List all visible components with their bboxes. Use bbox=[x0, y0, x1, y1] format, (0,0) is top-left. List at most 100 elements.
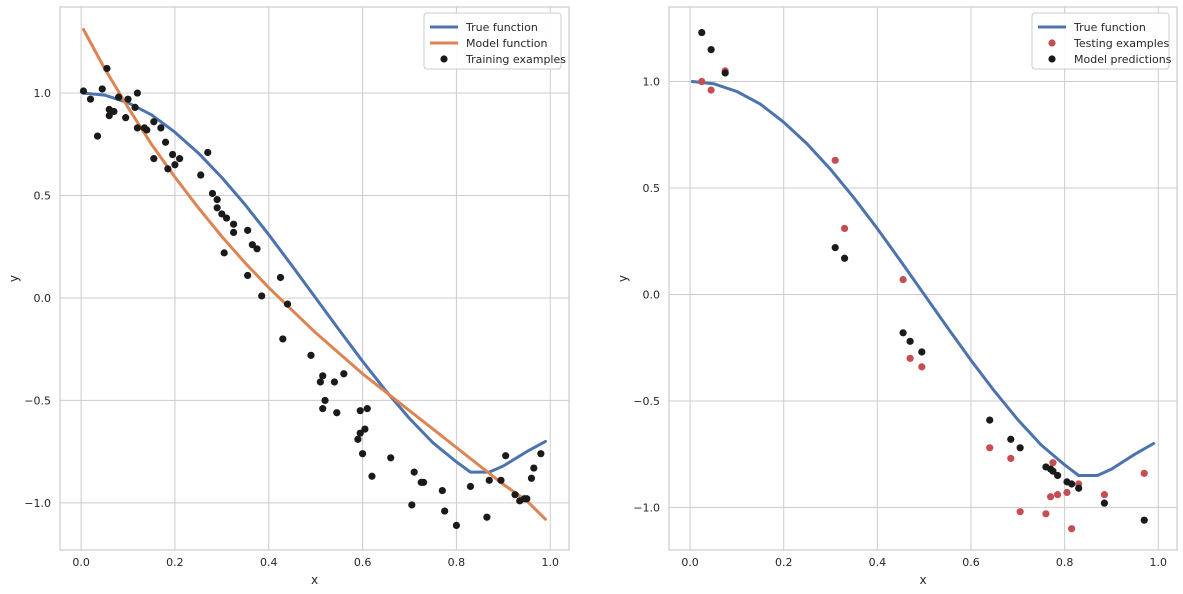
y-tick-label: 1.0 bbox=[643, 76, 661, 89]
x-tick-label: 0.6 bbox=[962, 556, 980, 569]
data-point bbox=[1042, 510, 1050, 518]
x-tick-label: 1.0 bbox=[541, 556, 559, 569]
plot-area bbox=[669, 7, 1177, 550]
data-point bbox=[131, 103, 139, 112]
data-point bbox=[918, 348, 926, 356]
data-point bbox=[530, 464, 538, 472]
x-tick-label: 0.4 bbox=[869, 556, 887, 569]
series-line-model-function bbox=[82, 28, 547, 521]
data-point bbox=[319, 372, 327, 380]
data-point bbox=[918, 363, 926, 371]
data-point bbox=[1100, 499, 1109, 507]
legend-box bbox=[1031, 12, 1170, 70]
data-point bbox=[831, 244, 839, 252]
data-point bbox=[161, 138, 170, 146]
data-point bbox=[124, 95, 132, 103]
data-point bbox=[899, 329, 907, 337]
data-point bbox=[1068, 480, 1076, 488]
x-tick-label: 0.0 bbox=[681, 556, 699, 569]
series-line-true-function bbox=[82, 91, 547, 474]
plot-area bbox=[60, 7, 569, 550]
data-point bbox=[204, 148, 212, 157]
legend-entry: True function bbox=[1073, 21, 1146, 34]
data-point bbox=[1016, 508, 1024, 516]
data-point bbox=[1007, 435, 1015, 443]
data-point bbox=[168, 150, 177, 159]
y-tick-label: 1.0 bbox=[34, 87, 52, 100]
legend-entry: Model function bbox=[466, 37, 547, 50]
data-point bbox=[157, 124, 165, 132]
data-point bbox=[1075, 484, 1083, 492]
data-point bbox=[721, 69, 729, 77]
data-point bbox=[276, 273, 285, 282]
y-tick-label: 0.5 bbox=[34, 190, 52, 203]
data-point bbox=[537, 450, 545, 458]
data-point bbox=[122, 114, 130, 122]
data-point bbox=[1016, 444, 1024, 452]
data-point bbox=[213, 204, 221, 212]
data-point bbox=[358, 450, 367, 458]
y-axis-label: y bbox=[7, 275, 21, 282]
data-point bbox=[150, 118, 158, 126]
legend-entry: Training examples bbox=[465, 53, 566, 66]
data-point bbox=[220, 249, 228, 257]
data-point bbox=[115, 93, 123, 101]
data-point bbox=[1049, 459, 1057, 467]
data-point bbox=[213, 196, 221, 204]
data-point bbox=[527, 474, 536, 482]
data-point bbox=[906, 354, 914, 362]
data-point bbox=[171, 161, 179, 169]
data-point bbox=[1007, 454, 1015, 463]
legend-entry: True function bbox=[465, 21, 538, 34]
legend: True function Model function Training exam… bbox=[423, 12, 566, 70]
data-point bbox=[356, 429, 364, 437]
data-point bbox=[387, 454, 395, 462]
data-point bbox=[840, 224, 849, 233]
x-tick-label: 0.4 bbox=[260, 556, 278, 569]
data-point bbox=[143, 126, 151, 134]
data-point bbox=[307, 351, 315, 359]
data-point bbox=[105, 112, 113, 120]
data-point bbox=[103, 64, 111, 73]
data-point bbox=[222, 214, 231, 222]
data-point bbox=[1049, 467, 1057, 475]
x-axis-label: x bbox=[311, 573, 318, 587]
data-point bbox=[164, 165, 172, 173]
data-point bbox=[340, 370, 348, 378]
data-point bbox=[79, 87, 88, 95]
y-axis-label: y bbox=[616, 275, 630, 282]
data-point bbox=[244, 271, 252, 280]
x-tick-label: 0.8 bbox=[1056, 556, 1074, 569]
right-chart: 0.0 0.2 0.4 0.6 0.8 1.0 −1.0 −0.5 0.0 0.5 1.0 x y Tru… bbox=[616, 6, 1178, 587]
legend: True function Testing examples Model predi… bbox=[1031, 12, 1172, 70]
data-point bbox=[363, 405, 371, 413]
plot-frame bbox=[59, 6, 570, 551]
data-point bbox=[1046, 493, 1055, 501]
data-point bbox=[840, 254, 849, 262]
data-point bbox=[466, 482, 475, 491]
y-tick-label: −0.5 bbox=[24, 394, 51, 407]
data-point bbox=[906, 337, 914, 345]
data-point bbox=[1140, 469, 1148, 477]
data-point bbox=[229, 228, 238, 236]
data-point bbox=[208, 189, 217, 198]
data-point bbox=[485, 476, 493, 484]
left-chart: 0.0 0.2 0.4 0.6 0.8 1.0 −1.0 −0.5 0.0 0.5 1.0 x y Tru… bbox=[7, 6, 570, 587]
plot-frame bbox=[668, 6, 1178, 551]
y-tick-label: 0.0 bbox=[34, 292, 52, 305]
data-point bbox=[319, 405, 327, 413]
x-tick-label: 1.0 bbox=[1150, 556, 1168, 569]
data-point bbox=[258, 292, 266, 300]
data-point bbox=[419, 478, 428, 486]
legend-box bbox=[423, 12, 562, 70]
data-point bbox=[368, 472, 376, 480]
data-point bbox=[511, 491, 519, 499]
data-point bbox=[110, 107, 118, 116]
series-points-training-examples bbox=[79, 64, 545, 530]
data-point bbox=[93, 132, 102, 140]
data-point bbox=[483, 513, 491, 521]
data-point bbox=[698, 77, 706, 86]
data-point bbox=[899, 275, 907, 284]
data-point bbox=[333, 409, 341, 417]
